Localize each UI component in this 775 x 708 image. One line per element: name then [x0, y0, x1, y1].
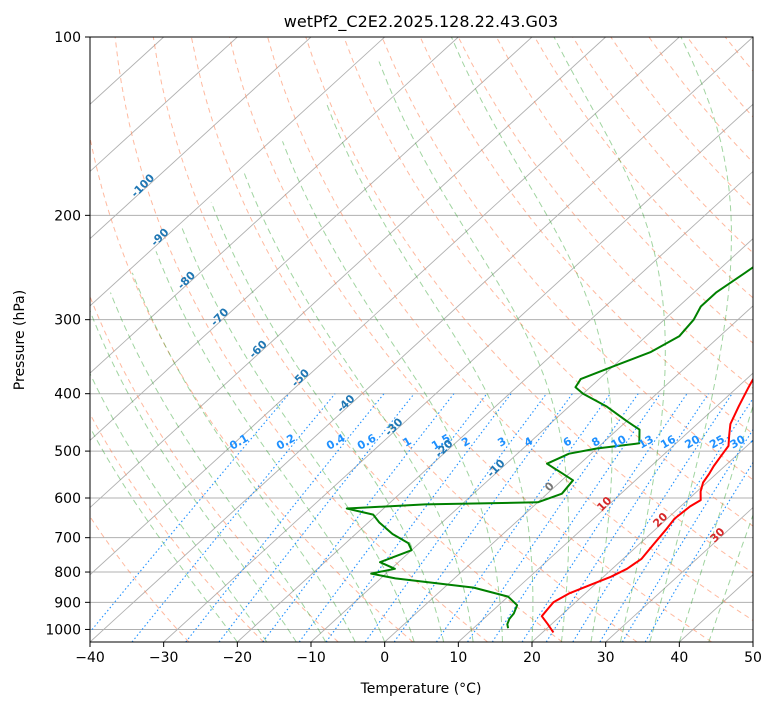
x-axis-label: Temperature (°C)	[360, 681, 482, 697]
y-tick-label: 900	[54, 595, 81, 611]
mixing-ratio-line	[621, 428, 753, 642]
mixing-ratio-line	[572, 393, 733, 642]
moist-adiabat	[131, 272, 356, 642]
isotherm	[605, 506, 753, 642]
x-axis: −40 −30 −20 −10 0 10 20 30 40 50	[75, 642, 762, 666]
moist-adiabat	[450, 37, 613, 642]
dry-adiabat	[90, 515, 190, 642]
temperature-line	[540, 377, 753, 634]
isotherm	[90, 37, 753, 642]
isotherm	[90, 37, 606, 509]
moist-adiabat	[90, 426, 238, 642]
plot-frame	[89, 36, 754, 643]
dry-adiabat	[90, 135, 414, 642]
moist-adiabat	[90, 310, 297, 642]
y-tick-label: 300	[54, 313, 81, 329]
moist-adiabat	[326, 104, 534, 642]
dry-adiabat	[229, 37, 712, 642]
dry-adiabat	[305, 37, 753, 574]
isotherm	[90, 37, 385, 307]
dry-adiabat	[90, 295, 339, 642]
y-tick-label: 200	[54, 208, 81, 224]
isotherm	[384, 305, 753, 642]
mixing-ratio-line	[599, 397, 753, 642]
mixing-ratio-line	[131, 393, 336, 642]
isotherm	[90, 37, 312, 240]
mixing-ratio-line	[644, 461, 753, 642]
y-tick-label: 500	[54, 444, 81, 460]
mixing-ratio-line	[218, 393, 415, 642]
isotherm	[90, 37, 680, 576]
isotherm	[163, 103, 753, 642]
y-tick-label: 1000	[45, 622, 81, 638]
dry-adiabat	[267, 37, 753, 622]
isotherm	[90, 37, 459, 374]
mixing-ratio-line	[521, 393, 688, 642]
dry-adiabat	[114, 37, 488, 642]
dry-adiabat	[190, 37, 638, 642]
dry-adiabat	[495, 37, 753, 344]
x-tick-label: 0	[380, 650, 389, 666]
dewpoint-line	[345, 266, 753, 629]
isotherm	[90, 37, 533, 441]
mixing-ratio-line	[545, 393, 709, 642]
chart-title: wetPf2_C2E2.2025.128.22.43.G03	[284, 12, 558, 32]
background-lines	[90, 37, 753, 642]
moist-adiabat	[155, 251, 386, 642]
moist-adiabat	[243, 173, 474, 642]
mixing-ratio-line	[364, 393, 547, 642]
moist-adiabat	[649, 37, 732, 642]
mixing-ratio-label: 36	[748, 432, 768, 451]
y-tick-label: 100	[54, 30, 81, 46]
x-tick-label: −10	[296, 650, 326, 666]
dry-adiabat	[457, 37, 753, 389]
x-tick-label: −40	[75, 650, 105, 666]
mixing-ratio-line	[325, 393, 512, 642]
mixing-ratio-line	[491, 393, 661, 642]
isotherm	[237, 170, 753, 642]
mixing-ratio-line	[90, 393, 290, 633]
x-tick-label: 40	[670, 650, 688, 666]
x-tick-label: 30	[597, 650, 615, 666]
mixing-ratio-line	[185, 393, 385, 642]
y-tick-label: 600	[54, 491, 81, 507]
moist-adiabat	[378, 61, 570, 642]
isotherm	[531, 439, 753, 642]
dry-adiabat	[343, 37, 753, 527]
moist-adiabat	[678, 404, 753, 642]
y-tick-label: 800	[54, 565, 81, 581]
moist-adiabat	[282, 141, 503, 642]
x-tick-label: 10	[449, 650, 467, 666]
moist-adiabat	[110, 292, 327, 642]
isotherm	[458, 372, 753, 642]
dry-adiabat	[152, 37, 563, 642]
isotherm	[90, 37, 238, 173]
y-tick-label: 400	[54, 387, 81, 403]
x-tick-label: −30	[149, 650, 179, 666]
x-tick-label: 20	[523, 650, 541, 666]
y-axis-label: Pressure (hPa)	[12, 290, 28, 390]
moist-adiabat	[708, 513, 753, 642]
y-tick-label: 700	[54, 531, 81, 547]
x-tick-label: −20	[223, 650, 253, 666]
mixing-ratio-line	[393, 393, 573, 642]
profile-lines	[345, 266, 753, 634]
x-tick-label: 50	[744, 650, 762, 666]
isotherm	[310, 238, 753, 642]
y-axis: 100 200 300 400 500 600 700 800 900 1000	[45, 30, 90, 638]
dry-adiabat	[90, 412, 264, 642]
moist-adiabat	[553, 37, 666, 642]
